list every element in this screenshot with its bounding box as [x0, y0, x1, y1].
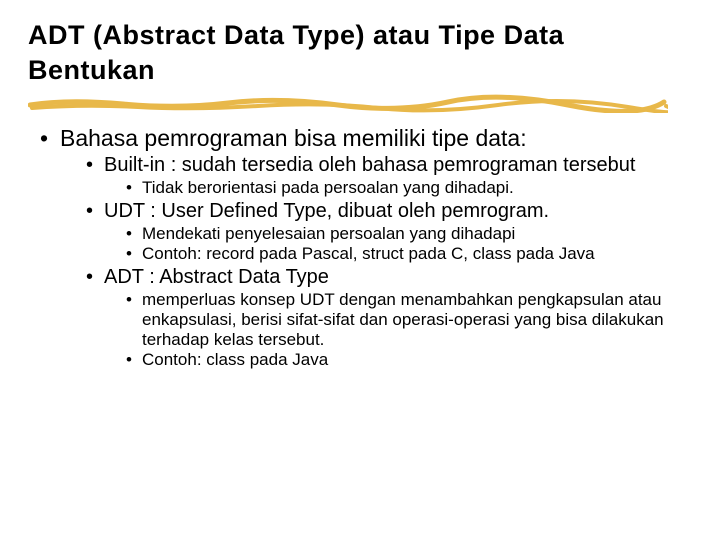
list-item: Bahasa pemrograman bisa memiliki tipe da… — [36, 125, 692, 370]
bullet-list-lvl3: Mendekati penyelesaian persoalan yang di… — [104, 224, 692, 264]
list-item: Built-in : sudah tersedia oleh bahasa pe… — [84, 154, 692, 198]
slide-title: ADT (Abstract Data Type) atau Tipe Data … — [28, 18, 692, 87]
bullet-list-lvl2: Built-in : sudah tersedia oleh bahasa pe… — [60, 154, 692, 370]
list-item: Tidak berorientasi pada persoalan yang d… — [126, 178, 692, 198]
bullet-list-lvl3: Tidak berorientasi pada persoalan yang d… — [104, 178, 692, 198]
list-item-text: Bahasa pemrograman bisa memiliki tipe da… — [60, 125, 527, 151]
bullet-list-lvl1: Bahasa pemrograman bisa memiliki tipe da… — [28, 125, 692, 370]
list-item: Mendekati penyelesaian persoalan yang di… — [126, 224, 692, 244]
list-item-text: Contoh: record pada Pascal, struct pada … — [142, 244, 595, 263]
list-item-text: Tidak berorientasi pada persoalan yang d… — [142, 178, 514, 197]
list-item: memperluas konsep UDT dengan menambahkan… — [126, 290, 692, 350]
list-item-text: Built-in : sudah tersedia oleh bahasa pe… — [104, 154, 635, 176]
list-item: ADT : Abstract Data Type memperluas kons… — [84, 266, 692, 370]
list-item: UDT : User Defined Type, dibuat oleh pem… — [84, 200, 692, 264]
bullet-list-lvl3: memperluas konsep UDT dengan menambahkan… — [104, 290, 692, 370]
list-item: Contoh: record pada Pascal, struct pada … — [126, 244, 692, 264]
list-item-text: Contoh: class pada Java — [142, 350, 328, 369]
slide: { "title": { "text": "ADT (Abstract Data… — [0, 0, 720, 540]
list-item-text: memperluas konsep UDT dengan menambahkan… — [142, 290, 664, 349]
list-item-text: ADT : Abstract Data Type — [104, 266, 329, 288]
title-underline — [28, 93, 668, 113]
list-item-text: Mendekati penyelesaian persoalan yang di… — [142, 224, 515, 243]
list-item-text: UDT : User Defined Type, dibuat oleh pem… — [104, 200, 549, 222]
list-item: Contoh: class pada Java — [126, 350, 692, 370]
